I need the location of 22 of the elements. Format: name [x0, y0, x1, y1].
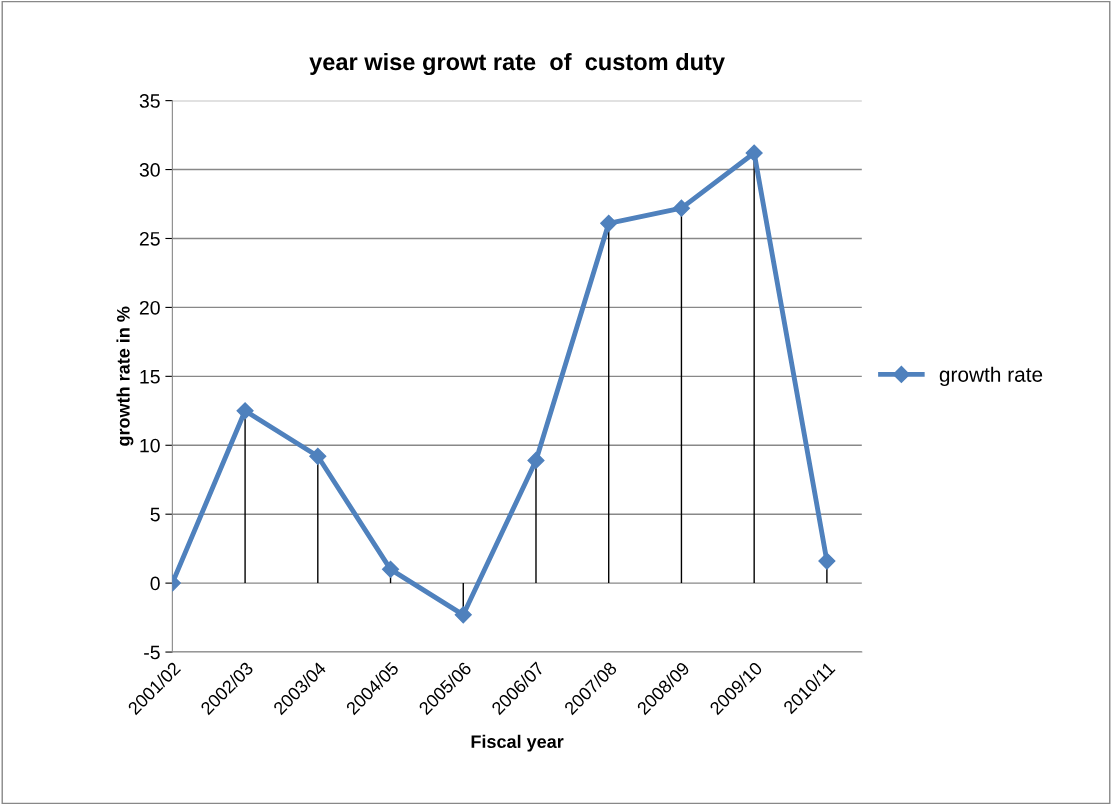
- point: [745, 144, 763, 162]
- y-tick-label: 10: [140, 438, 160, 453]
- y-tick-label: 30: [139, 163, 160, 177]
- y-axis-title: growth rate in %: [116, 306, 134, 446]
- x-axis-title: Fiscal year: [471, 734, 564, 752]
- legend-label: growth rate: [939, 366, 1043, 387]
- y-tick-label: -5: [144, 645, 160, 660]
- point: [527, 451, 545, 469]
- point: [600, 214, 618, 232]
- chart-title: year wise growt rate of custom duty: [309, 52, 725, 76]
- point: [672, 199, 690, 217]
- point: [236, 402, 254, 420]
- point: [818, 552, 836, 570]
- point: [454, 606, 472, 624]
- y-tick-label: 5: [150, 507, 160, 522]
- y-tick-label: 15: [140, 370, 160, 384]
- y-tick-label: 20: [139, 300, 160, 315]
- point: [309, 447, 327, 465]
- y-tick-label: 35: [139, 94, 160, 108]
- point: [381, 560, 400, 578]
- y-tick-label: 25: [139, 231, 160, 246]
- y-tick-label: 0: [150, 576, 160, 591]
